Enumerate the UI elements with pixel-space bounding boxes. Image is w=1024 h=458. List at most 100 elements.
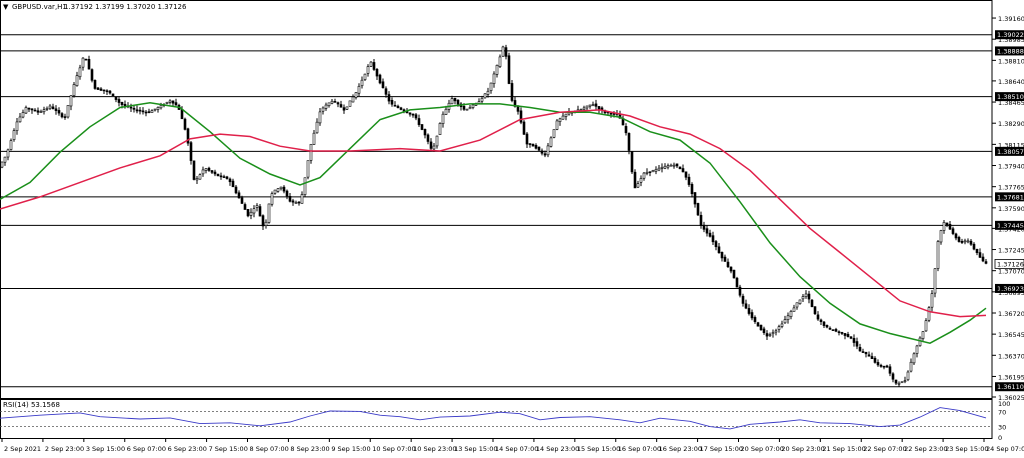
candle-body [714,241,718,248]
candle [732,269,736,279]
candle [741,293,745,307]
candle-body [672,164,676,167]
candle [174,98,178,106]
y-tick-label: 1.38640 [998,78,1024,86]
candle-body [231,180,235,188]
candle [762,326,766,335]
candle [942,220,946,234]
candle [885,364,889,368]
horizontal-levels: 1.39022 1.38888 1.38510 1.38057 1.37681 1.374… [0,30,1024,392]
candle [216,173,220,177]
candle-body [795,302,799,308]
candle [678,166,682,170]
candle [306,160,310,180]
candle-body [51,106,55,110]
candle [924,318,928,332]
candle-body [984,261,988,264]
candle-body [192,160,196,180]
candle-body [246,209,250,217]
candle-body [345,106,349,110]
candle [360,76,364,89]
candle-body [825,325,829,328]
y-tick-label: 1.36025 [998,394,1024,402]
candle-body [180,109,184,120]
candle-body [495,64,499,75]
candle [519,107,523,125]
level-price-label: 1.38510 [997,93,1024,101]
candle-body [762,328,766,333]
candle [909,358,913,373]
candle [201,166,205,177]
x-tick-label: 2 Sep 23:00 [45,445,84,453]
candle [21,109,25,119]
candle-body [48,105,52,109]
candle [888,364,892,377]
candle [27,107,31,113]
candle-body [264,221,268,226]
candle-body [441,113,445,125]
candle [837,330,841,336]
candle [441,111,445,128]
candle-body [909,361,913,372]
candle-body [630,151,634,173]
candle [348,100,352,107]
y-tick-label: 1.37420 [998,225,1024,233]
candle [342,104,346,114]
candle-body [954,233,958,239]
candle [687,173,691,187]
candle-body [810,299,814,308]
candle [30,108,34,114]
candle-body [717,246,721,254]
candle-body [489,82,493,91]
candle-body [129,106,133,109]
candle [6,148,10,161]
candle-body [924,320,928,332]
candle [852,334,856,347]
candle-body [261,215,265,227]
x-tick-label: 22 Sep 23:00 [904,445,947,453]
candle-body [465,108,469,111]
candle-body [78,67,82,78]
candle-body [888,366,892,374]
candle [915,344,919,358]
candle [429,138,433,152]
candle-body [378,74,382,84]
candle-body [819,319,823,322]
candle-body [948,224,952,230]
candle-body [594,103,598,107]
candle [552,129,556,139]
candle-body [237,192,241,199]
candle-body [837,331,841,333]
candle-body [312,132,316,145]
candle-body [663,165,667,169]
candle [807,290,811,304]
chart-menu-icon[interactable]: ▼ [3,3,9,11]
candle [954,232,958,241]
candle-body [384,88,388,95]
y-tick-label: 1.36895 [998,289,1024,297]
candle [54,105,58,115]
ma-fast-line [0,101,987,344]
candle [744,299,748,310]
candle-body [885,365,889,368]
candle-body [552,129,556,138]
candle-body [369,61,373,67]
candle [39,109,43,114]
candle [912,352,916,366]
candle [105,89,109,95]
candle-body [726,261,730,268]
candle [459,102,463,111]
candle [948,220,952,231]
candle [345,106,349,111]
candle-body [777,326,781,330]
candle-body [300,194,304,204]
moving-averages [0,101,987,344]
candle [663,163,667,170]
candle-body [546,145,550,156]
candle [951,226,955,236]
candle [735,276,739,288]
candle [72,82,76,98]
candle-body [684,171,688,178]
candle-body [636,183,640,188]
